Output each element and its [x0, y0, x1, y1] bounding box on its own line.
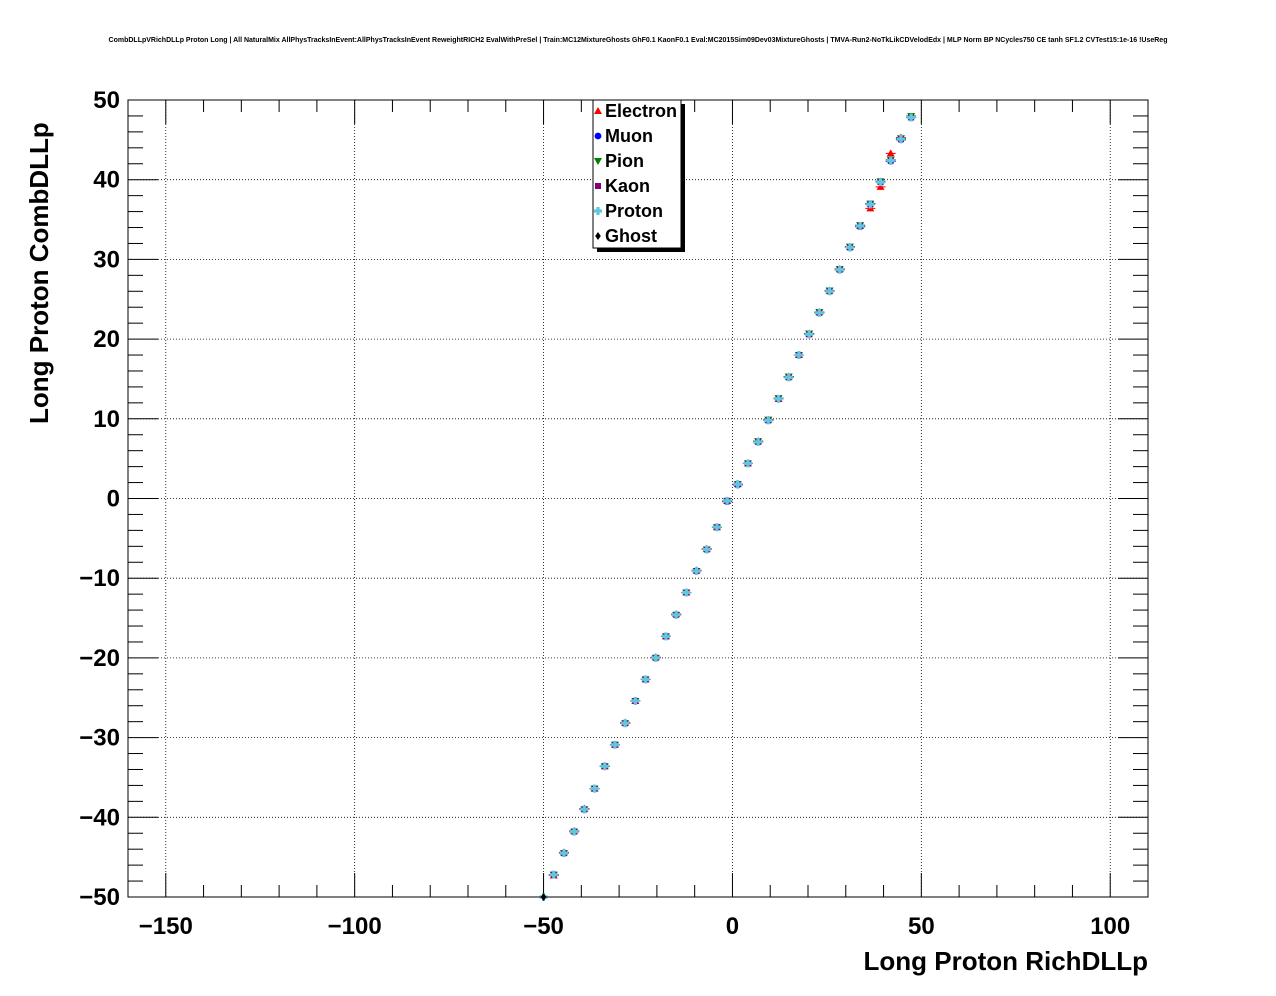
data-point-proton — [570, 827, 579, 836]
legend-label-kaon: Kaon — [605, 176, 650, 196]
y-tick-label: −20 — [79, 645, 120, 672]
y-tick-label: −40 — [79, 804, 120, 831]
y-tick-label: 0 — [107, 486, 120, 513]
data-point-proton — [702, 545, 711, 554]
legend-label-electron: Electron — [605, 101, 677, 121]
data-point-proton — [549, 870, 558, 879]
data-point-proton — [610, 740, 619, 749]
data-point-proton — [559, 849, 568, 858]
series-ghost — [538, 893, 549, 901]
y-tick-label: 10 — [93, 406, 120, 433]
data-point-electron — [886, 149, 895, 157]
data-point-proton — [907, 113, 916, 122]
data-point-proton — [733, 480, 742, 489]
data-point-proton — [825, 287, 834, 296]
data-point-proton — [835, 265, 844, 274]
tick-labels: −150 −100 −50 0 50 100−50−40−30−20−1001020304… — [79, 87, 1130, 940]
x-tick-label: −50 — [523, 913, 564, 940]
x-tick-label: −100 — [328, 913, 382, 940]
legend-marker-electron — [594, 107, 602, 114]
data-point-proton — [712, 523, 721, 532]
legend-marker-proton — [594, 207, 602, 215]
y-tick-label: 30 — [93, 246, 120, 273]
data-point-proton — [856, 221, 865, 230]
x-tick-label: 0 — [726, 913, 739, 940]
y-axis-title: Long Proton CombDLLp — [24, 122, 54, 424]
data-point-proton — [876, 178, 885, 187]
legend-label-muon: Muon — [605, 126, 653, 146]
data-point-proton — [590, 784, 599, 793]
data-point-proton — [896, 135, 905, 144]
legend-marker-ghost — [595, 232, 601, 240]
data-point-proton — [774, 394, 783, 403]
data-point-proton — [692, 567, 701, 576]
y-tick-label: 40 — [93, 167, 120, 194]
data-point-proton — [805, 330, 814, 339]
data-points — [538, 112, 917, 901]
data-point-proton — [754, 437, 763, 446]
legend-label-proton: Proton — [605, 201, 663, 221]
y-tick-label: −10 — [79, 565, 120, 592]
legend: Electron Muon Pion Kaon Proton Ghost — [592, 99, 685, 252]
x-tick-label: 100 — [1090, 913, 1130, 940]
data-point-electron — [876, 182, 885, 190]
data-point-proton — [641, 675, 650, 684]
y-tick-label: −30 — [79, 725, 120, 752]
legend-marker-muon — [594, 132, 602, 140]
data-point-proton — [764, 416, 773, 425]
data-point-proton — [723, 496, 732, 505]
x-tick-label: 50 — [908, 913, 935, 940]
data-point-proton — [845, 243, 854, 252]
chart-title: CombDLLpVRichDLLp Proton Long | All Natu… — [109, 37, 1168, 44]
data-point-ghost — [540, 893, 547, 901]
legend-marker-kaon — [595, 183, 601, 189]
data-point-proton — [743, 459, 752, 468]
legend-box — [592, 99, 682, 249]
y-tick-label: 20 — [93, 326, 120, 353]
data-point-proton — [672, 610, 681, 619]
y-tick-label: −50 — [79, 884, 120, 911]
data-point-proton — [651, 653, 660, 662]
data-point-proton — [600, 762, 609, 771]
data-point-proton — [886, 156, 895, 165]
axis-ticks — [127, 99, 1149, 898]
legend-marker-pion — [594, 158, 602, 165]
y-tick-label: 50 — [93, 87, 120, 114]
data-point-proton — [784, 373, 793, 382]
data-point-proton — [682, 588, 691, 597]
legend-label-pion: Pion — [605, 151, 644, 171]
data-point-proton — [621, 719, 630, 728]
x-tick-label: −150 — [139, 913, 193, 940]
data-point-proton — [631, 696, 640, 705]
legend-label-ghost: Ghost — [605, 226, 657, 246]
data-point-proton — [794, 351, 803, 360]
series-proton — [538, 113, 917, 901]
data-point-proton — [866, 200, 875, 209]
x-axis-title: Long Proton RichDLLp — [863, 946, 1148, 976]
data-point-proton — [661, 632, 670, 641]
data-point-proton — [580, 805, 589, 814]
data-point-proton — [815, 308, 824, 317]
